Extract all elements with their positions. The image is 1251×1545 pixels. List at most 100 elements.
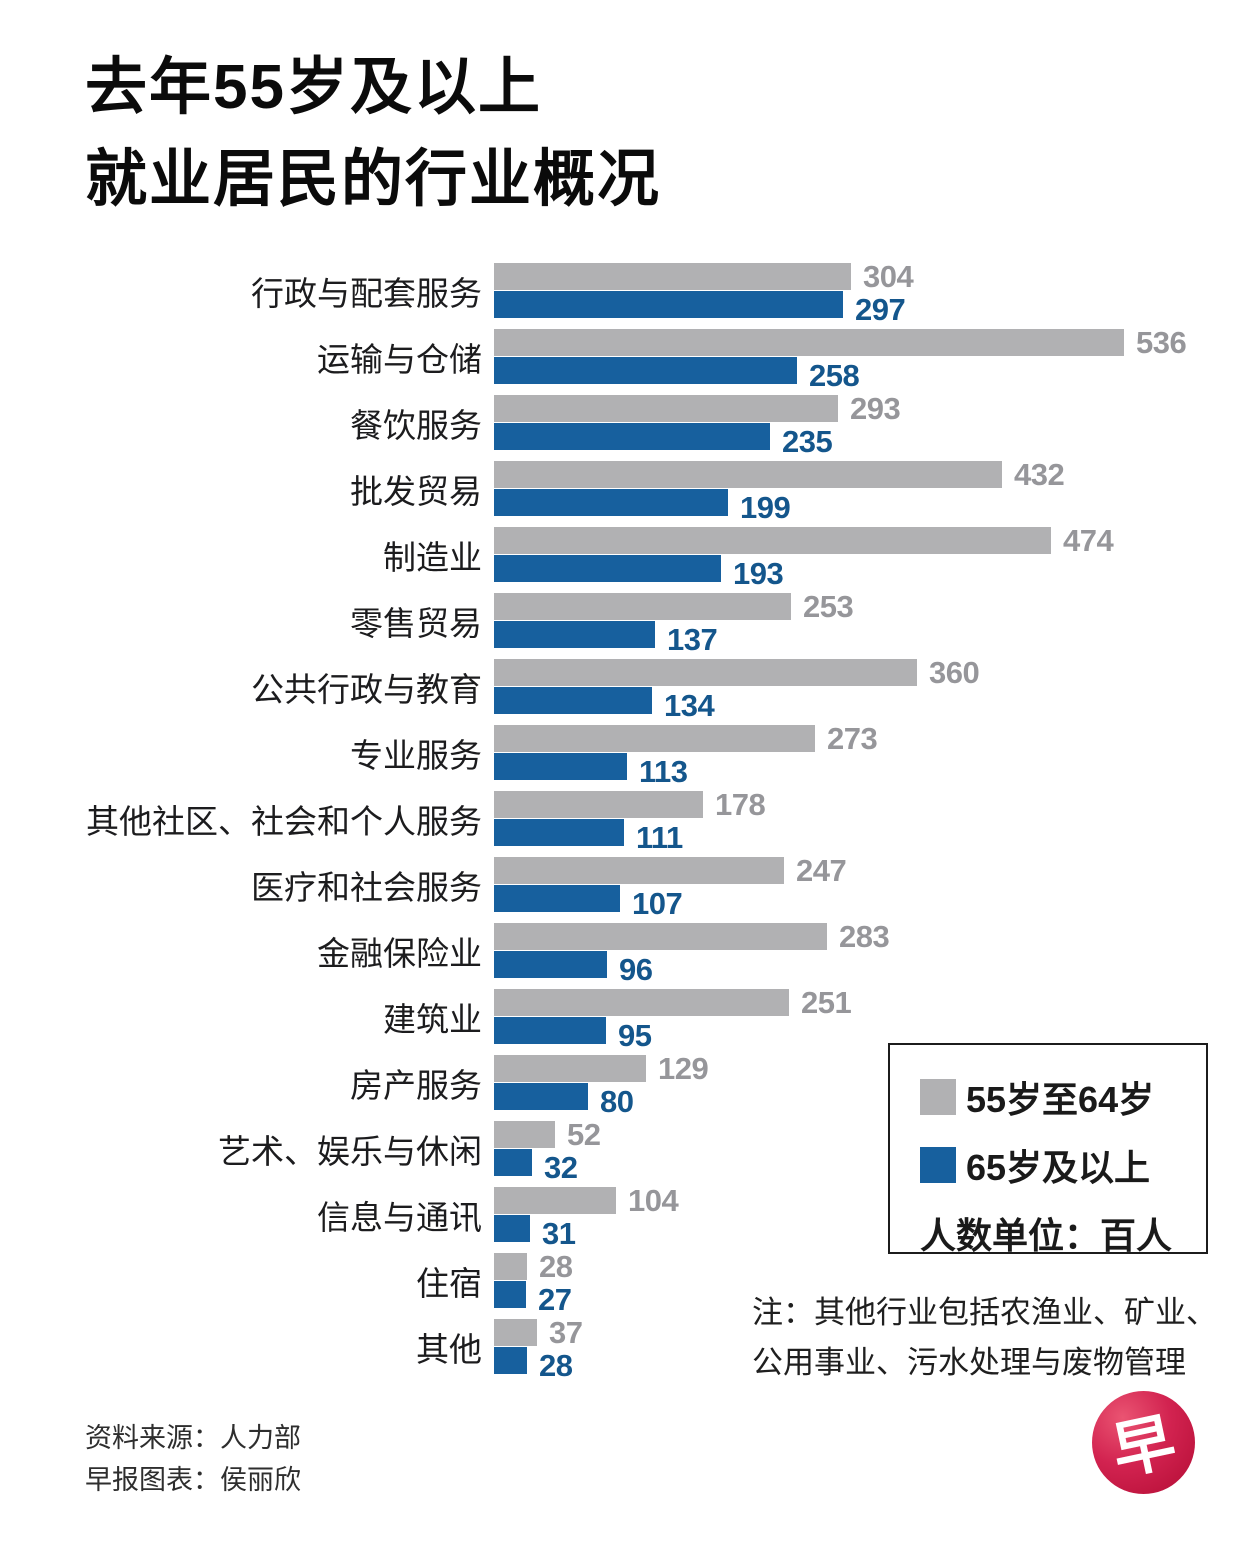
- bar-pair: 360 134: [494, 655, 1200, 721]
- bar-55-64: [494, 923, 827, 950]
- category-label: 餐饮服务: [350, 406, 482, 444]
- category-label: 专业服务: [350, 736, 482, 774]
- footnote-line2: 公用事业、污水处理与废物管理: [752, 1344, 1186, 1380]
- bar-pair: 129 80: [494, 1051, 1200, 1117]
- bar-value-55-64: 247: [796, 853, 847, 888]
- chart-title-line1: 去年55岁及以上: [85, 53, 542, 122]
- bar-value-55-64: 129: [658, 1051, 709, 1086]
- category-label: 其他: [416, 1330, 482, 1368]
- source-credit: 资料来源：人力部 早报图表：侯丽欣: [85, 1418, 301, 1502]
- bar-55-64: [494, 263, 851, 290]
- bar-pair: 52 32: [494, 1117, 1200, 1183]
- bar-row: 其他社区、社会和个人服务 178 111: [60, 787, 1200, 857]
- bar-55-64: [494, 989, 789, 1016]
- bar-65-plus: [494, 1281, 526, 1308]
- bar-pair: 304 297: [494, 261, 1200, 325]
- bar-row: 房产服务 129 80: [60, 1051, 1200, 1121]
- bar-55-64: [494, 1187, 616, 1214]
- footnote: 注：其他行业包括农渔业、矿业、 公用事业、污水处理与废物管理: [752, 1288, 1217, 1387]
- bar-55-64: [494, 1055, 646, 1082]
- bar-rows: 行政与配套服务 304 297 运输与仓储 536 258 餐饮服务 293 235 批发贸易 43…: [60, 261, 1200, 1385]
- category-label: 公共行政与教育: [251, 670, 482, 708]
- chart-title: 去年55岁及以上 就业居民的行业概况: [85, 42, 661, 226]
- bar-55-64: [494, 527, 1051, 554]
- category-label: 运输与仓储: [317, 340, 482, 378]
- bar-pair: 178 111: [494, 787, 1200, 853]
- bar-65-plus: [494, 1215, 530, 1242]
- bar-row: 信息与通讯 104 31: [60, 1185, 1200, 1253]
- bar-row: 批发贸易 432 199: [60, 457, 1200, 527]
- bar-row: 金融保险业 283 96: [60, 919, 1200, 989]
- bar-value-55-64: 28: [539, 1249, 573, 1284]
- category-label: 房产服务: [350, 1066, 482, 1104]
- bar-value-55-64: 360: [929, 655, 980, 690]
- category-label: 行政与配套服务: [251, 274, 482, 312]
- bar-55-64: [494, 857, 784, 884]
- bar-pair: 104 31: [494, 1185, 1200, 1249]
- bar-pair: 251 95: [494, 985, 1200, 1051]
- legend-item-65-plus: 65岁及以上: [920, 1139, 1196, 1191]
- bar-65-plus: [494, 951, 607, 978]
- bar-row: 医疗和社会服务 247 107: [60, 853, 1200, 923]
- bar-row: 零售贸易 253 137: [60, 589, 1200, 659]
- bar-row: 专业服务 273 113: [60, 723, 1200, 791]
- bar-65-plus: [494, 291, 843, 318]
- bar-65-plus: [494, 489, 728, 516]
- bar-value-55-64: 283: [839, 919, 890, 954]
- source-line2: 早报图表：侯丽欣: [85, 1464, 301, 1495]
- bar-value-65-plus: 31: [542, 1216, 576, 1251]
- bar-65-plus: [494, 621, 655, 648]
- bar-65-plus: [494, 687, 652, 714]
- category-label: 艺术、娱乐与休闲: [218, 1132, 482, 1170]
- bar-65-plus: [494, 423, 770, 450]
- category-label: 住宿: [416, 1264, 482, 1302]
- bar-55-64: [494, 1319, 537, 1346]
- bar-row: 行政与配套服务 304 297: [60, 261, 1200, 329]
- category-label: 零售贸易: [350, 604, 482, 642]
- bar-value-65-plus: 113: [639, 754, 688, 789]
- category-label: 制造业: [383, 538, 482, 576]
- bar-value-65-plus: 258: [809, 358, 860, 393]
- bar-value-65-plus: 32: [544, 1150, 578, 1185]
- bar-pair: 293 235: [494, 393, 1200, 457]
- category-label: 建筑业: [383, 1000, 482, 1038]
- bar-row: 其他 37 28: [60, 1317, 1200, 1385]
- bar-65-plus: [494, 1017, 606, 1044]
- bar-65-plus: [494, 1347, 527, 1374]
- source-line1: 资料来源：人力部: [85, 1423, 301, 1453]
- bar-value-65-plus: 95: [618, 1018, 652, 1053]
- legend-unit: 人数单位：百人: [920, 1215, 1173, 1256]
- bar-65-plus: [494, 753, 627, 780]
- bar-pair: 247 107: [494, 853, 1200, 919]
- bar-value-65-plus: 137: [667, 622, 718, 657]
- bar-65-plus: [494, 1083, 588, 1110]
- bar-row: 运输与仓储 536 258: [60, 327, 1200, 395]
- bar-value-65-plus: 96: [619, 952, 653, 987]
- bar-55-64: [494, 791, 703, 818]
- bar-pair: 273 113: [494, 723, 1200, 787]
- bar-row: 建筑业 251 95: [60, 985, 1200, 1055]
- bar-65-plus: [494, 885, 620, 912]
- legend-swatch-55-64-icon: [920, 1079, 956, 1115]
- category-label: 信息与通讯: [317, 1198, 482, 1236]
- bar-row: 住宿 28 27: [60, 1249, 1200, 1319]
- bar-value-55-64: 474: [1063, 523, 1114, 558]
- bar-value-55-64: 178: [715, 787, 766, 822]
- bar-65-plus: [494, 1149, 532, 1176]
- bar-55-64: [494, 461, 1002, 488]
- bar-pair: 253 137: [494, 589, 1200, 655]
- bar-65-plus: [494, 555, 721, 582]
- bar-pair: 536 258: [494, 327, 1200, 391]
- bar-55-64: [494, 329, 1124, 356]
- bar-value-55-64: 52: [567, 1117, 601, 1152]
- bar-55-64: [494, 725, 815, 752]
- bar-value-55-64: 251: [801, 985, 852, 1020]
- bar-value-65-plus: 80: [600, 1084, 634, 1119]
- bar-value-65-plus: 27: [538, 1282, 572, 1317]
- bar-value-55-64: 432: [1014, 457, 1065, 492]
- bar-value-55-64: 253: [803, 589, 854, 624]
- category-label: 批发贸易: [350, 472, 482, 510]
- bar-value-65-plus: 297: [855, 292, 906, 327]
- legend-item-55-64: 55岁至64岁: [920, 1071, 1196, 1123]
- bar-value-65-plus: 111: [636, 820, 683, 855]
